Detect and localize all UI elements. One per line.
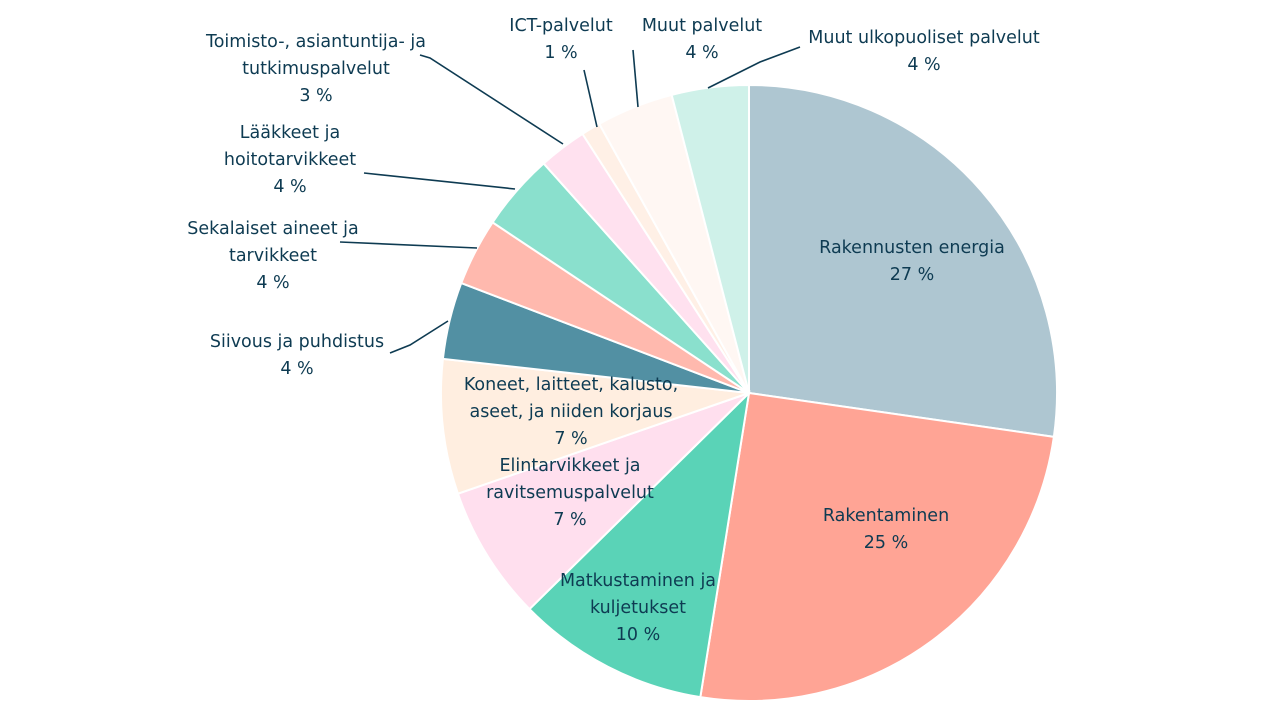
slice-name-label: Rakennusten energia [819,238,1005,258]
pie-slice [699,391,1056,702]
slice-name-label: ICT-palvelut [509,16,613,36]
slice-value-label: 10 % [616,625,660,645]
slice-name-label: Koneet, laitteet, kalusto, [464,375,678,395]
slice-label: Muut ulkopuoliset palvelut 4 % [808,28,1040,75]
leader-lines [339,46,801,354]
slice-name-label: tutkimuspalvelut [242,59,390,79]
slice-name-label: kuljetukset [590,598,686,618]
slice-name-label: Lääkkeet ja [240,123,340,143]
leader-line [583,69,598,128]
slice-name-label: tarvikkeet [229,246,317,266]
slice-name-label: Sekalaiset aineet ja [187,219,358,239]
slice-value-label: 7 % [553,510,586,530]
slice-name-label: Elintarvikkeet ja [499,456,640,476]
slice-label: Elintarvikkeet ja ravitsemuspalvelut 7 % [486,456,654,530]
slice-label: Rakentaminen 25 % [823,506,949,553]
slice-name-label: Matkustaminen ja [560,571,716,591]
pie-slice [440,357,750,496]
slice-label: Lääkkeet ja hoitotarvikkeet 4 % [224,123,356,197]
slice-name-label: Rakentaminen [823,506,949,526]
slice-value-label: 4 % [280,359,313,379]
leader-line [363,172,516,190]
pie-slice [528,390,751,699]
leader-line [707,46,801,89]
slice-label: Toimisto-, asiantuntija- ja tutkimuspalve… [205,32,426,106]
slice-labels: Rakennusten energia 27 % Rakentaminen 25 % M… [187,16,1040,645]
slice-value-label: 3 % [299,86,332,106]
slice-label: Koneet, laitteet, kalusto, aseet, ja niid… [464,375,678,449]
slice-label: Siivous ja puhdistus 4 % [210,332,384,379]
slice-name-label: ravitsemuspalvelut [486,483,654,503]
pie-slice [456,392,750,611]
slice-value-label: 4 % [685,43,718,63]
leader-line [632,49,639,108]
pie-slice [748,83,1059,438]
slice-label: Sekalaiset aineet ja tarvikkeet 4 % [187,219,358,293]
slice-value-label: 4 % [256,273,289,293]
slice-name-label: Siivous ja puhdistus [210,332,384,352]
slice-value-label: 27 % [890,265,934,285]
leader-line [419,54,564,145]
slice-label: Matkustaminen ja kuljetukset 10 % [560,571,716,645]
slice-label: Muut palvelut 4 % [642,16,762,63]
pie-slices [440,83,1059,702]
leader-line [389,320,449,354]
slice-name-label: Muut ulkopuoliset palvelut [808,28,1040,48]
slice-value-label: 4 % [273,177,306,197]
slice-label: Rakennusten energia 27 % [819,238,1005,285]
slice-label: ICT-palvelut 1 % [509,16,613,63]
slice-name-label: Toimisto-, asiantuntija- ja [205,32,426,52]
slice-value-label: 25 % [864,533,908,553]
slice-name-label: hoitotarvikkeet [224,150,356,170]
slice-name-label: Muut palvelut [642,16,762,36]
slice-value-label: 1 % [544,43,577,63]
slice-value-label: 7 % [554,429,587,449]
slice-name-label: aseet, ja niiden korjaus [469,402,672,422]
leader-line [339,241,478,249]
slice-value-label: 4 % [907,55,940,75]
